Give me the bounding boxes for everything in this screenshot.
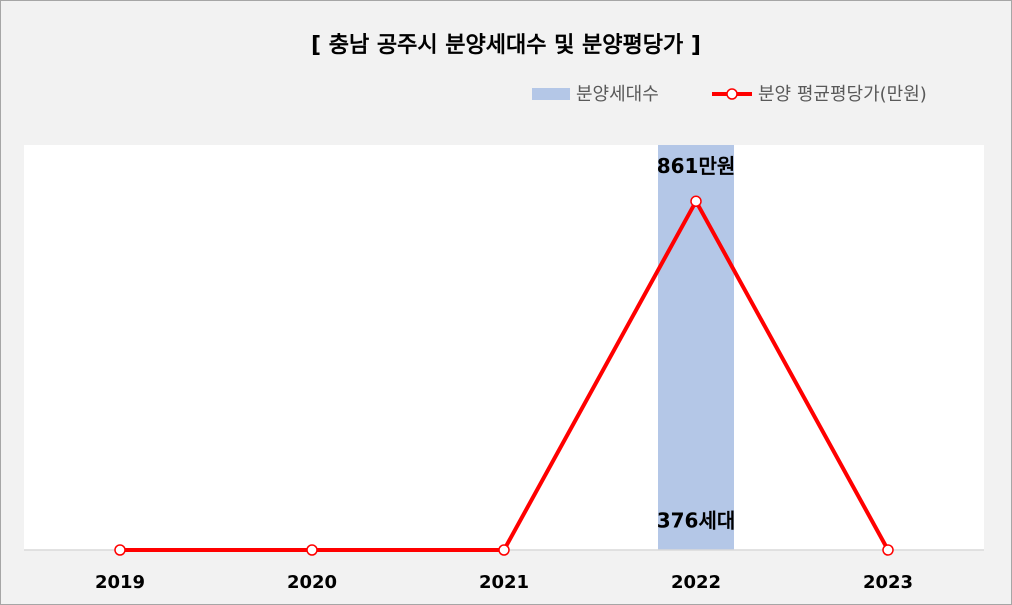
line-marker: [498, 544, 510, 556]
line-marker: [306, 544, 318, 556]
x-tick-label: 2022: [671, 572, 721, 593]
line-value-label: 861만원: [657, 154, 736, 178]
legend-label: 분양 평균평당가(만원): [758, 84, 927, 105]
line-marker: [114, 544, 126, 556]
line-marker: [690, 195, 702, 208]
plot-area: [24, 145, 984, 550]
x-tick-label: 2023: [863, 572, 913, 593]
legend-marker: [726, 88, 738, 100]
line-marker: [882, 544, 894, 556]
chart-title: [ 충남 공주시 분양세대수 및 분양평당가 ]: [311, 33, 701, 58]
x-tick-label: 2019: [95, 572, 145, 593]
x-tick-label: 2020: [287, 572, 337, 593]
x-tick-label: 2021: [479, 572, 529, 593]
bar-value-label: 376세대: [657, 509, 736, 533]
legend-label: 분양세대수: [576, 84, 659, 105]
bar: [658, 145, 734, 550]
legend-swatch: [532, 88, 570, 100]
